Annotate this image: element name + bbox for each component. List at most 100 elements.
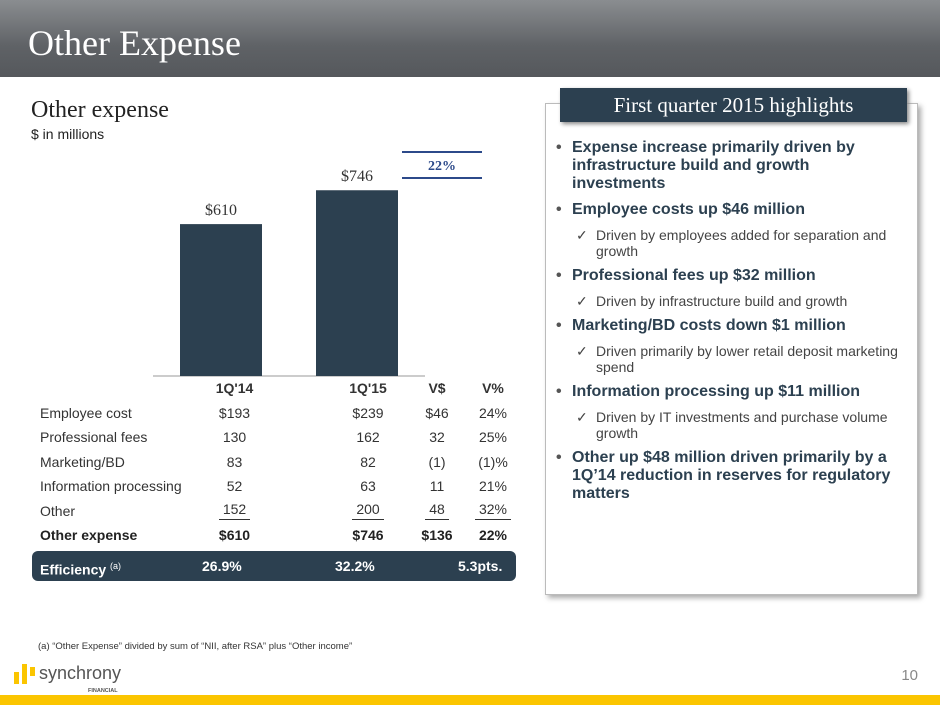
table-cell: 21% xyxy=(462,474,524,499)
highlight-item: Expense increase primarily driven by inf… xyxy=(556,139,906,193)
check-icon: ✓ xyxy=(576,293,588,309)
table-cell: 24% xyxy=(462,401,524,426)
highlight-text: Driven by employees added for separation… xyxy=(596,227,887,259)
cell-text: V$ xyxy=(428,380,446,397)
page-number: 10 xyxy=(901,667,918,684)
cell-text: 200 xyxy=(352,501,384,521)
highlight-text: Information processing up $11 million xyxy=(572,383,861,400)
highlight-text: Driven by infrastructure build and growt… xyxy=(596,293,848,309)
table-cell: (1)% xyxy=(462,450,524,475)
cell-text: $46 xyxy=(425,404,449,421)
growth-label: 22% xyxy=(428,159,456,174)
highlight-text: Expense increase primarily driven by inf… xyxy=(572,139,855,192)
cell-text: 83 xyxy=(226,453,243,470)
cell-text: 25% xyxy=(478,429,508,446)
bar-chart: $610 $746 22% xyxy=(153,151,482,377)
highlight-item: ✓ Driven by employees added for separatio… xyxy=(556,227,906,259)
table-cell: 130 xyxy=(197,425,272,450)
check-icon: ✓ xyxy=(576,409,588,425)
table-cell: Professional fees xyxy=(32,425,197,450)
highlight-text: Marketing/BD costs down $1 million xyxy=(572,317,846,334)
highlights-title: First quarter 2015 highlights xyxy=(560,88,907,122)
efficiency-label: Efficiency (a) xyxy=(40,561,122,578)
footnote: (a) “Other Expense” divided by sum of “N… xyxy=(38,641,353,652)
highlight-text: Employee costs up $46 million xyxy=(572,201,805,218)
bar-1 xyxy=(316,190,398,376)
chart-unit: $ in millions xyxy=(31,126,105,142)
table-row: Marketing/BD 83 82 (1) (1)% xyxy=(32,450,524,475)
highlight-text: Professional fees up $32 million xyxy=(572,267,816,284)
table-row: Professional fees 130 162 32 25% xyxy=(32,425,524,450)
cell-text: (1) xyxy=(428,453,446,470)
highlight-text: Driven primarily by lower retail deposit… xyxy=(596,343,898,375)
table-row: Other 152 200 48 32% xyxy=(32,499,524,524)
cell-text: 1Q'15 xyxy=(349,380,387,397)
cell-text: Marketing/BD xyxy=(40,453,125,470)
svg-text:synchrony: synchrony xyxy=(39,664,121,683)
table-cell: 63 xyxy=(272,474,412,499)
bar-label: $746 xyxy=(341,168,373,185)
table-row: Information processing 52 63 11 21% xyxy=(32,474,524,499)
cell-text: $239 xyxy=(352,404,384,421)
efficiency-row: Efficiency (a) 26.9% 32.2% 5.3pts. xyxy=(32,551,516,581)
cell-text: 130 xyxy=(222,429,247,446)
table-cell: 1Q'15 xyxy=(272,376,412,401)
table-cell: Information processing xyxy=(32,474,197,499)
table-cell: Marketing/BD xyxy=(32,450,197,475)
table-cell: 32% xyxy=(462,499,524,524)
cell-text: 48 xyxy=(425,501,449,521)
cell-text: Employee cost xyxy=(40,404,132,421)
highlight-item: Employee costs up $46 million xyxy=(556,201,906,219)
table-cell: 83 xyxy=(197,450,272,475)
table-cell: 82 xyxy=(272,450,412,475)
cell-text: Other expense xyxy=(40,527,138,544)
table-row: 1Q'14 1Q'15 V$ V% xyxy=(32,376,524,401)
footer-stripe xyxy=(0,695,940,705)
cell-text: 52 xyxy=(226,478,243,495)
table-cell: Employee cost xyxy=(32,401,197,426)
table-row: Employee cost $193 $239 $46 24% xyxy=(32,401,524,426)
table-cell: 48 xyxy=(412,499,462,524)
table-cell: Other expense xyxy=(32,523,197,548)
cell-text: 21% xyxy=(478,478,508,495)
table-cell: $46 xyxy=(412,401,462,426)
cell-text: 11 xyxy=(429,478,445,495)
highlight-item: Other up $48 million driven primarily by… xyxy=(556,449,906,503)
bar-0 xyxy=(180,224,262,376)
efficiency-change: 5.3pts. xyxy=(458,558,503,574)
check-icon: ✓ xyxy=(576,227,588,243)
cell-text: $610 xyxy=(218,527,251,544)
cell-text: 152 xyxy=(218,501,251,521)
cell-text: $746 xyxy=(352,527,384,544)
efficiency-1q14: 26.9% xyxy=(202,558,242,574)
cell-text: 82 xyxy=(360,453,376,470)
highlight-text: Driven by IT investments and purchase vo… xyxy=(596,409,888,441)
table-cell: V% xyxy=(462,376,524,401)
efficiency-1q15: 32.2% xyxy=(335,558,375,574)
cell-text: 32 xyxy=(429,429,445,446)
highlight-item: ✓ Driven by IT investments and purchase v… xyxy=(556,409,906,441)
highlight-item: Professional fees up $32 million xyxy=(556,267,906,285)
expense-table: 1Q'14 1Q'15 V$ V% Employee cost $193 $239 $46 24… xyxy=(32,376,524,548)
cell-text: 24% xyxy=(478,404,508,421)
table-cell: 32 xyxy=(412,425,462,450)
cell-text: 32% xyxy=(474,501,512,521)
table-cell: 1Q'14 xyxy=(197,376,272,401)
table-cell: $239 xyxy=(272,401,412,426)
table-cell: $136 xyxy=(412,523,462,548)
highlights-list: Expense increase primarily driven by inf… xyxy=(556,139,906,511)
table-cell: 11 xyxy=(412,474,462,499)
header-bar: Other Expense xyxy=(0,0,940,77)
cell-text: 22% xyxy=(478,527,508,544)
cell-text: (1)% xyxy=(478,453,508,470)
cell-text: 63 xyxy=(360,478,376,495)
table-cell: $193 xyxy=(197,401,272,426)
highlight-item: Marketing/BD costs down $1 million xyxy=(556,317,906,335)
highlight-item: ✓ Driven by infrastructure build and grow… xyxy=(556,293,906,309)
table-cell: $746 xyxy=(272,523,412,548)
svg-text:FINANCIAL: FINANCIAL xyxy=(88,688,118,694)
cell-text: $136 xyxy=(421,527,453,544)
check-icon: ✓ xyxy=(576,343,588,359)
table-cell: 152 xyxy=(197,499,272,524)
table-cell: 200 xyxy=(272,499,412,524)
